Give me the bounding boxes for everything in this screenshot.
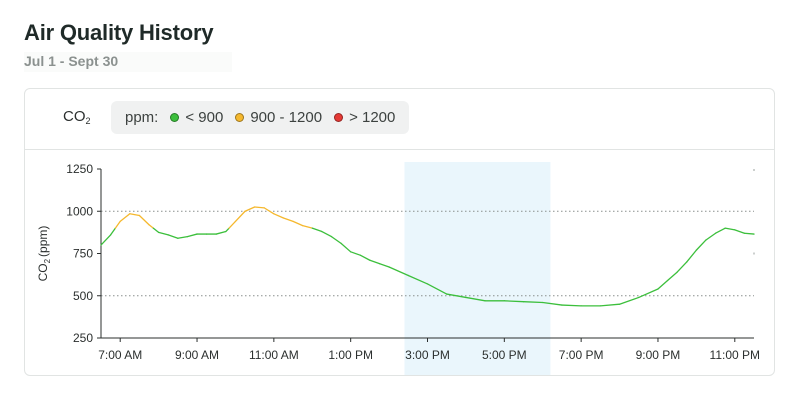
series-line-group	[100, 206, 755, 307]
series-segment	[657, 279, 669, 290]
legend: ppm: < 900 900 - 1200 > 1200	[111, 101, 410, 134]
series-segment	[177, 235, 189, 239]
series-segment	[109, 227, 117, 236]
series-segment	[686, 249, 698, 263]
x-tick-label: 1:00 PM	[328, 348, 373, 362]
series-segment	[100, 234, 112, 246]
red-dot-icon	[334, 113, 344, 122]
page-title: Air Quality History	[24, 20, 214, 45]
x-tick-label: 9:00 PM	[636, 348, 681, 362]
y-axis-title-sub: 2	[43, 258, 52, 263]
y-tick-label: 1250	[66, 162, 93, 176]
series-segment	[503, 300, 525, 303]
series-segment	[388, 266, 409, 277]
series-segment	[311, 227, 323, 233]
y-axis-title-unit: (ppm)	[36, 226, 50, 257]
chart-card: CO2 ppm: < 900 900 - 1200 > 1200	[24, 88, 775, 376]
series-segment	[522, 301, 544, 304]
x-tick-label: 11:00 AM	[249, 348, 299, 362]
metric-name: CO	[63, 108, 86, 125]
series-segment	[152, 227, 160, 234]
series-segment	[114, 220, 121, 229]
series-segment	[138, 214, 150, 226]
x-tick-label: 7:00 PM	[559, 348, 604, 362]
date-range[interactable]: Jul 1 - Sept 30	[24, 52, 232, 72]
series-segment	[359, 254, 371, 261]
y-tick-label: 750	[73, 247, 93, 261]
metric-subscript: 2	[85, 116, 91, 126]
series-segment	[321, 230, 333, 238]
series-segment	[228, 220, 237, 229]
legend-item-high: > 1200	[334, 109, 395, 126]
series-segment	[542, 301, 563, 306]
series-segment	[167, 234, 179, 239]
series-segment	[263, 207, 275, 215]
legend-prefix: ppm:	[125, 109, 159, 126]
legend-item-mid: 900 - 1200	[235, 109, 322, 126]
series-segment	[292, 220, 304, 227]
y-tick-label: 250	[73, 331, 93, 345]
metric-label: CO2	[63, 108, 91, 126]
series-segment	[148, 224, 154, 229]
series-segment	[714, 227, 726, 234]
y-axis-title-main: CO	[36, 263, 50, 281]
legend-label-low: < 900	[185, 109, 224, 126]
y-axis-title: CO2(ppm)	[36, 226, 52, 282]
y-tick-label: 500	[73, 289, 93, 303]
x-tick-label: 11:00 PM	[710, 348, 760, 362]
legend-label-mid: 900 - 1200	[250, 109, 323, 126]
series-segment	[302, 224, 313, 229]
x-tick-label: 9:00 AM	[175, 348, 219, 362]
series-segment	[638, 288, 659, 299]
series-segment	[465, 296, 486, 302]
green-dot-icon	[170, 113, 180, 122]
series-segment	[599, 303, 621, 307]
series-segment	[446, 293, 467, 299]
yellow-dot-icon	[235, 113, 245, 122]
x-tick-label: 7:00 AM	[98, 348, 142, 362]
co2-line-chart: 250 500 750 1000 1250 7:00 AM 9:00 AM 11:00 AM…	[36, 162, 760, 375]
series-segment	[215, 230, 227, 235]
series-segment	[618, 296, 640, 305]
series-segment	[330, 235, 342, 245]
x-ticks-group: 7:00 AM 9:00 AM 11:00 AM 1:00 PM 3:00 PM 5:00…	[98, 338, 760, 362]
series-segment	[743, 232, 755, 235]
series-segment	[253, 206, 265, 209]
legend-label-high: > 1200	[349, 109, 396, 126]
legend-item-low: < 900	[170, 109, 223, 126]
series-segment	[234, 210, 246, 223]
series-segment	[695, 239, 707, 251]
y-ticks-group: 250 500 750 1000 1250	[66, 162, 101, 345]
series-segment	[561, 304, 582, 307]
y-tick-label: 1000	[66, 204, 93, 218]
highlight-band-group	[404, 162, 551, 375]
series-segment	[225, 227, 230, 233]
series-segment	[407, 274, 429, 285]
series-segment	[157, 231, 169, 236]
series-segment	[273, 213, 285, 219]
series-segment	[186, 233, 198, 238]
series-segment	[666, 271, 678, 282]
series-segment	[426, 283, 448, 295]
card-header: CO2 ppm: < 900 900 - 1200 > 1200	[25, 89, 774, 150]
series-segment	[340, 242, 352, 253]
series-segment	[244, 206, 256, 212]
reference-lines-group	[101, 210, 754, 297]
x-tick-label: 5:00 PM	[482, 348, 527, 362]
series-segment	[350, 251, 361, 256]
x-tick-label: 3:00 PM	[405, 348, 450, 362]
series-segment	[705, 232, 717, 241]
highlight-band	[404, 162, 551, 375]
series-segment	[676, 261, 688, 273]
series-segment	[378, 262, 390, 268]
series-segment	[129, 213, 141, 217]
series-segment	[119, 213, 131, 223]
series-segment	[734, 229, 746, 234]
series-segment	[724, 227, 736, 231]
series-segment	[282, 217, 294, 223]
series-segment	[369, 259, 381, 265]
